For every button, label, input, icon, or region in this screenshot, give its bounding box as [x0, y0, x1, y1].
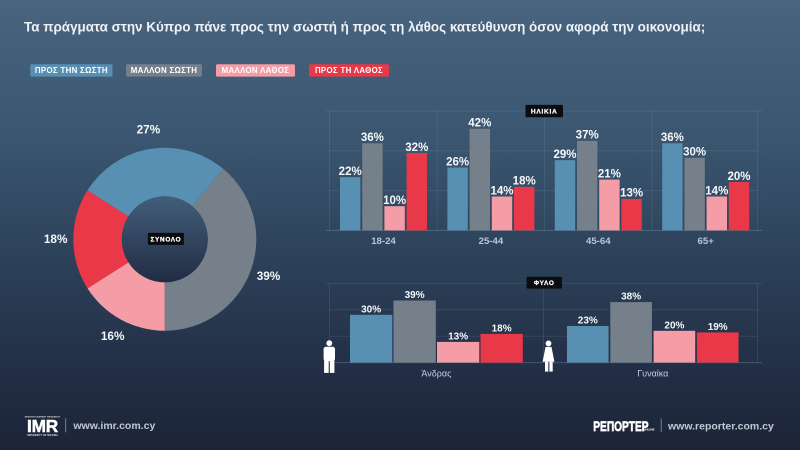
- svg-text:36%: 36%: [361, 132, 384, 144]
- svg-text:19%: 19%: [708, 322, 728, 333]
- svg-text:ΜΑΛΛΟΝ ΛΑΘΟΣ: ΜΑΛΛΟΝ ΛΑΘΟΣ: [222, 66, 290, 75]
- svg-text:20%: 20%: [664, 320, 684, 331]
- svg-text:10%: 10%: [383, 195, 406, 207]
- svg-text:ΜΑΛΛΟΝ ΣΩΣΤΗ: ΜΑΛΛΟΝ ΣΩΣΤΗ: [131, 66, 198, 75]
- svg-text:25-44: 25-44: [479, 236, 504, 247]
- svg-text:Άνδρας: Άνδρας: [421, 369, 452, 379]
- svg-text:37%: 37%: [576, 130, 599, 142]
- svg-text:18-24: 18-24: [371, 236, 396, 247]
- svg-text:18%: 18%: [492, 323, 512, 334]
- svg-text:13%: 13%: [620, 188, 643, 200]
- svg-text:30%: 30%: [683, 147, 706, 159]
- svg-text:21%: 21%: [598, 168, 621, 180]
- svg-text:UNIVERSITY OF NICOSIA: UNIVERSITY OF NICOSIA: [27, 434, 58, 437]
- svg-text:ΠΡΟΣ ΤΗΝ ΣΩΣΤΗ: ΠΡΟΣ ΤΗΝ ΣΩΣΤΗ: [35, 66, 108, 75]
- svg-text:39%: 39%: [405, 290, 425, 301]
- svg-text:14%: 14%: [705, 185, 728, 197]
- svg-text:38%: 38%: [621, 292, 641, 303]
- svg-text:13%: 13%: [448, 331, 468, 342]
- svg-text:45-64: 45-64: [586, 236, 611, 247]
- svg-text:INSIGHTS MARKET RESEARCH: INSIGHTS MARKET RESEARCH: [25, 415, 61, 418]
- svg-text:42%: 42%: [468, 118, 491, 130]
- svg-text:18%: 18%: [44, 232, 68, 246]
- svg-text:Τα πράγματα στην Κύπρο πάνε πρ: Τα πράγματα στην Κύπρο πάνε προς την σωσ…: [24, 20, 705, 35]
- svg-text:ΣΥΝΟΛΟ: ΣΥΝΟΛΟ: [151, 236, 182, 243]
- svg-text:29%: 29%: [553, 149, 576, 161]
- svg-text:16%: 16%: [101, 329, 125, 343]
- svg-text:ΗΛΙΚΙΑ: ΗΛΙΚΙΑ: [531, 109, 558, 116]
- svg-text:30%: 30%: [361, 304, 381, 315]
- svg-text:65+: 65+: [698, 236, 715, 247]
- svg-text:IMR: IMR: [27, 416, 59, 436]
- svg-text:Γυναίκα: Γυναίκα: [637, 369, 668, 379]
- svg-text:14%: 14%: [490, 185, 513, 197]
- svg-text:27%: 27%: [137, 123, 161, 137]
- svg-text:www.imr.com.cy: www.imr.com.cy: [72, 420, 155, 432]
- svg-text:ΦΥΛΟ: ΦΥΛΟ: [534, 280, 555, 287]
- svg-text:18%: 18%: [513, 176, 536, 188]
- svg-text:26%: 26%: [446, 156, 469, 168]
- svg-text:22%: 22%: [339, 166, 362, 178]
- svg-text:32%: 32%: [405, 142, 428, 154]
- svg-text:39%: 39%: [257, 269, 281, 283]
- svg-text:ΠΡΟΣ ΤΗ ΛΑΘΟΣ: ΠΡΟΣ ΤΗ ΛΑΘΟΣ: [315, 66, 383, 75]
- svg-text:www.reporter.com.cy: www.reporter.com.cy: [667, 420, 774, 432]
- svg-text:20%: 20%: [727, 171, 750, 183]
- svg-text:ΡΕΠΟΡΤΕΡ: ΡΕΠΟΡΤΕΡ: [593, 418, 648, 434]
- svg-text:ONLINE: ONLINE: [643, 428, 655, 432]
- svg-text:36%: 36%: [661, 132, 684, 144]
- svg-text:23%: 23%: [578, 316, 598, 327]
